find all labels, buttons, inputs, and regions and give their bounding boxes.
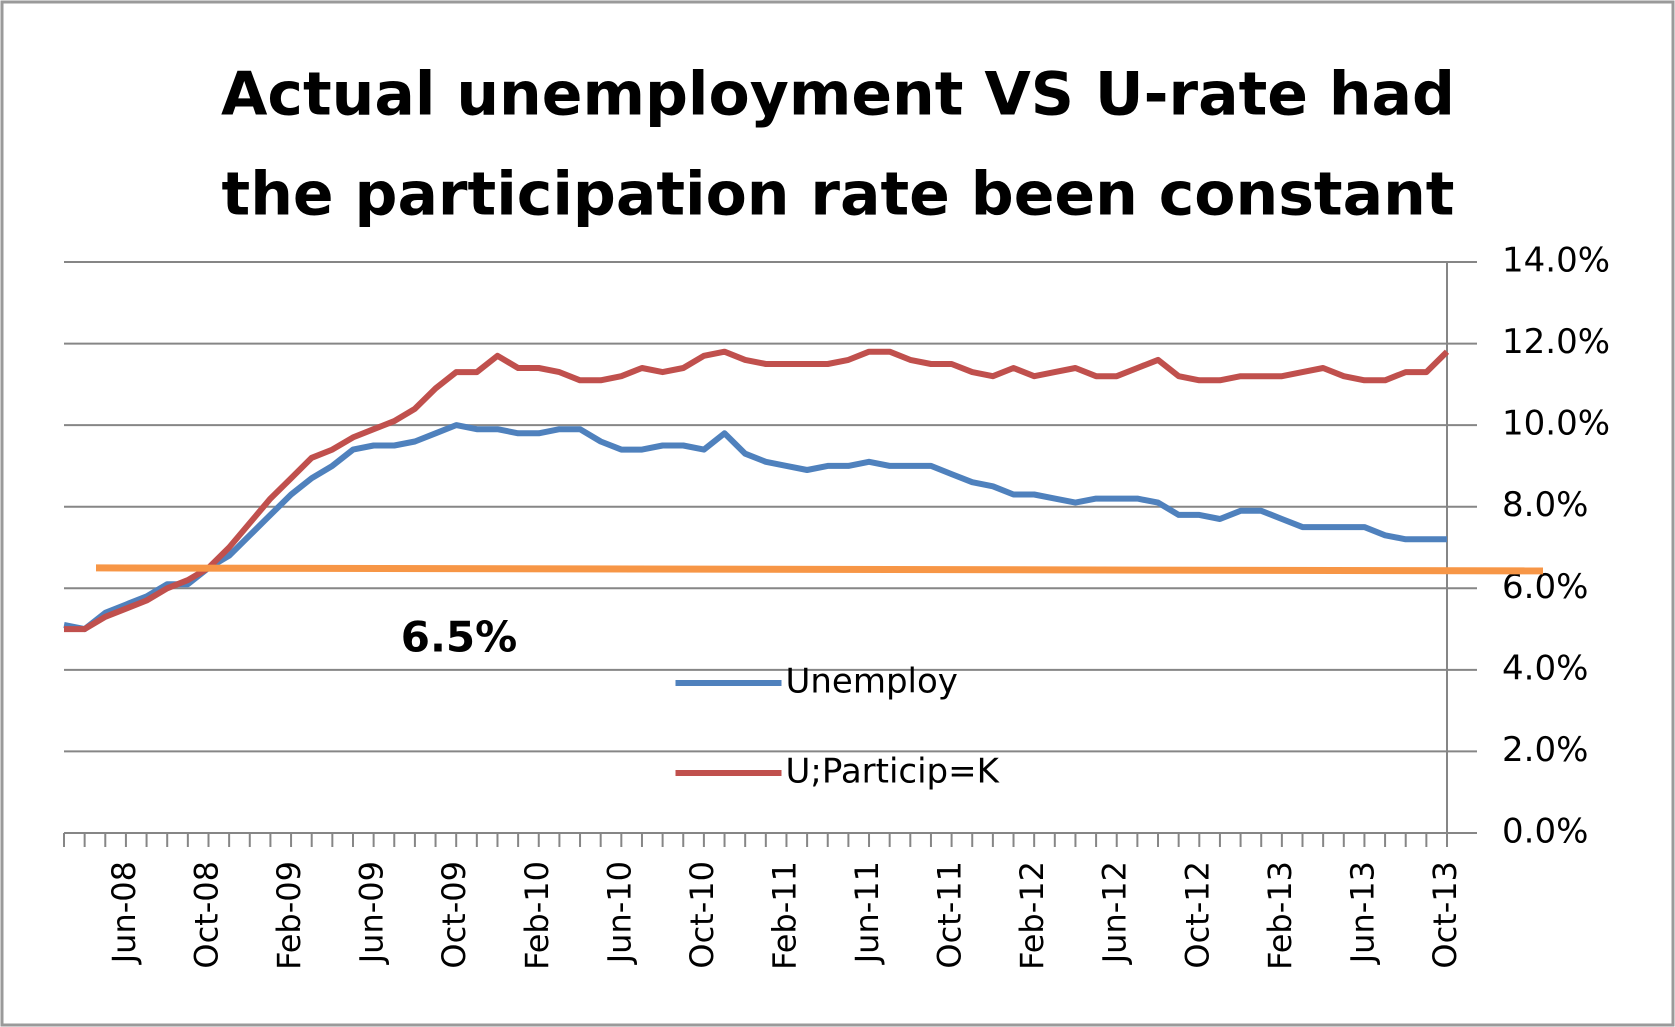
series-line (63, 422, 1447, 633)
y-tick-label: 12.0% (1502, 322, 1610, 362)
legend-label: U;Particip=K (786, 752, 1001, 792)
x-tick-label: Oct-13 (1426, 861, 1464, 969)
x-tick-label: Oct-11 (931, 861, 969, 969)
y-tick-label: 8.0% (1502, 485, 1588, 525)
y-tick-label: 2.0% (1502, 730, 1588, 770)
x-tick-label: Jun-13 (1343, 861, 1381, 965)
x-tick-label: Feb-12 (1013, 861, 1051, 970)
y-tick-label: 14.0% (1502, 241, 1610, 281)
chart-title: the participation rate been constant (222, 160, 1455, 230)
series-line (64, 348, 1450, 633)
x-tick-label: Feb-10 (518, 861, 556, 970)
chart-title: Actual unemployment VS U-rate had (221, 60, 1455, 130)
x-tick-label: Feb-13 (1261, 861, 1299, 970)
legend-label: Unemploy (786, 662, 958, 702)
x-tick-label: Oct-12 (1178, 861, 1216, 969)
x-tick-label: Jun-10 (600, 861, 638, 965)
x-tick-label: Feb-11 (765, 861, 803, 970)
x-tick-label: Oct-08 (187, 861, 225, 969)
y-tick-label: 10.0% (1502, 404, 1610, 444)
reference-label: 6.5% (401, 612, 517, 661)
x-tick-label: Jun-12 (1096, 861, 1134, 965)
x-tick-label: Jun-11 (848, 861, 886, 965)
y-tick-label: 0.0% (1502, 812, 1588, 852)
x-tick-label: Jun-09 (353, 861, 391, 965)
y-tick-label: 4.0% (1502, 648, 1588, 688)
x-tick-label: Oct-10 (683, 861, 721, 969)
x-tick-label: Feb-09 (270, 861, 308, 970)
x-tick-label: Oct-09 (435, 861, 473, 969)
reference-line (95, 564, 1544, 575)
x-tick-label: Jun-08 (105, 861, 143, 965)
